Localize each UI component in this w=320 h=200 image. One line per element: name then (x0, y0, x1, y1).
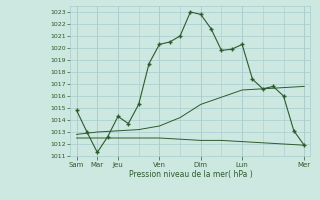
X-axis label: Pression niveau de la mer( hPa ): Pression niveau de la mer( hPa ) (129, 170, 252, 179)
